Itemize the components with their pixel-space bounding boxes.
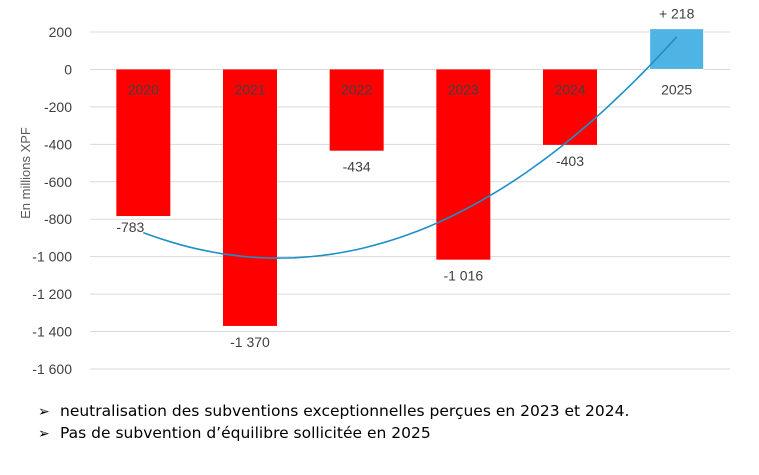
y-tick-label: -600 bbox=[44, 174, 72, 190]
bar-2023 bbox=[436, 69, 491, 260]
y-tick-label: -800 bbox=[44, 211, 72, 227]
y-tick-label: -1 400 bbox=[32, 324, 72, 340]
note-item: ➢ neutralisation des subventions excepti… bbox=[38, 400, 738, 422]
category-label: 2024 bbox=[554, 81, 585, 97]
y-tick-label: -1 600 bbox=[32, 361, 72, 377]
data-label: -1 016 bbox=[443, 268, 483, 284]
bar-2021 bbox=[223, 69, 277, 326]
category-label: 2025 bbox=[661, 81, 692, 97]
y-axis-title: En millions XPF bbox=[18, 127, 33, 219]
arrow-bullet-icon: ➢ bbox=[38, 404, 50, 420]
category-label: 2023 bbox=[448, 81, 479, 97]
y-axis-ticks: 200 0 -200 -400 -600 -800 -1 000 -1 200 -1 400 -1… bbox=[32, 24, 72, 377]
y-tick-label: 200 bbox=[49, 24, 73, 40]
y-tick-label: -200 bbox=[44, 99, 72, 115]
data-label: + 218 bbox=[659, 6, 695, 22]
trendline-path bbox=[143, 36, 678, 259]
y-tick-label: -1 000 bbox=[32, 249, 72, 265]
bar-chart: 200 0 -200 -400 -600 -800 -1 000 -1 200 -1 400 -1… bbox=[18, 6, 730, 377]
data-label: -434 bbox=[343, 159, 371, 175]
gridlines bbox=[90, 31, 730, 370]
data-label: -783 bbox=[116, 219, 144, 235]
bar-2020 bbox=[116, 69, 171, 217]
note-text: Pas de subvention d’équilibre sollicitée… bbox=[60, 424, 431, 442]
arrow-bullet-icon: ➢ bbox=[38, 426, 50, 442]
chart-svg: 200 0 -200 -400 -600 -800 -1 000 -1 200 -1 400 -1… bbox=[18, 6, 730, 377]
note-item: ➢ Pas de subvention d’équilibre sollicit… bbox=[38, 422, 738, 444]
data-label: -403 bbox=[556, 153, 584, 169]
category-labels: 2020 2021 2022 2023 2024 2025 bbox=[128, 81, 693, 97]
data-labels: -783 -1 370 -434 -1 016 -403 + 218 bbox=[116, 6, 694, 350]
category-label: 2022 bbox=[341, 81, 372, 97]
bar-2022 bbox=[329, 69, 384, 151]
bar-2024 bbox=[543, 69, 597, 145]
y-tick-label: 0 bbox=[64, 61, 72, 77]
y-tick-label: -1 200 bbox=[32, 286, 72, 302]
category-label: 2021 bbox=[234, 81, 265, 97]
bars bbox=[116, 28, 705, 326]
data-label: -1 370 bbox=[230, 334, 270, 350]
notes-list: ➢ neutralisation des subventions excepti… bbox=[38, 400, 738, 444]
trendline bbox=[143, 36, 678, 259]
bar-2025 bbox=[649, 28, 705, 70]
note-text: neutralisation des subventions exception… bbox=[60, 402, 630, 420]
y-tick-label: -400 bbox=[44, 136, 72, 152]
category-label: 2020 bbox=[128, 81, 159, 97]
